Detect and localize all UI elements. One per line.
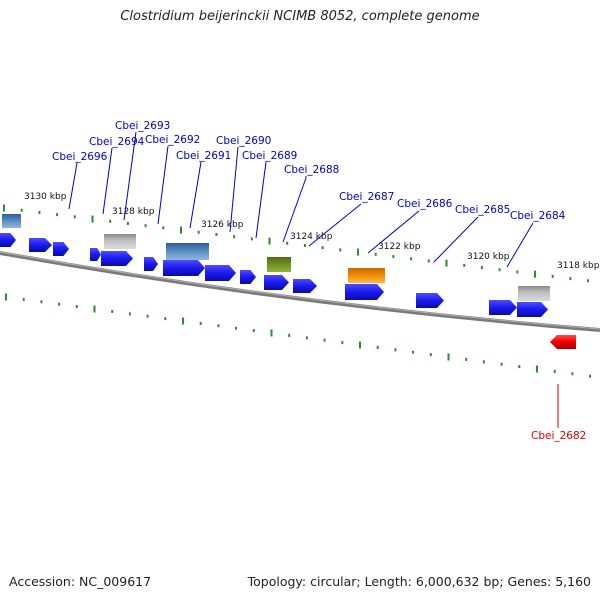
genome-backbone [0, 251, 600, 332]
kbp-label: 3130 kbp [24, 192, 67, 202]
leader-line [308, 203, 362, 247]
rrna-feature [166, 243, 209, 260]
kbp-label: 3128 kbp [112, 207, 155, 217]
leader-line [123, 131, 137, 221]
gene-label-cbei-2688[interactable]: Cbei_2688 [284, 164, 339, 176]
genome-summary-text: Topology: circular; Length: 6,000,632 bp… [247, 574, 591, 589]
gene-label-cbei-2689[interactable]: Cbei_2689 [242, 150, 297, 162]
cds-arrow [144, 257, 158, 271]
cds-arrow [29, 238, 52, 252]
label-leader-lines [68, 131, 559, 428]
kbp-label: 3124 kbp [290, 232, 333, 242]
gene-label-cbei-2696[interactable]: Cbei_2696 [52, 151, 108, 163]
gene-label-cbei-2691[interactable]: Cbei_2691 [176, 150, 231, 162]
cds-arrow [101, 251, 133, 266]
gene-label-cbei-2686[interactable]: Cbei_2686 [397, 198, 453, 210]
gene-label-cbei-2684[interactable]: Cbei_2684 [510, 210, 566, 222]
gene-label-cbei-2692[interactable]: Cbei_2692 [145, 134, 200, 146]
gene-label-cbei-2685[interactable]: Cbei_2685 [455, 204, 510, 216]
leader-line [282, 177, 307, 243]
leader-line [367, 210, 420, 254]
cds-arrow [293, 279, 317, 293]
gene-label-cbei-2687[interactable]: Cbei_2687 [339, 191, 394, 203]
leader-line [189, 161, 202, 229]
trna-feature [267, 257, 291, 272]
kbp-label: 3122 kbp [378, 242, 421, 252]
cds-arrow [517, 302, 548, 317]
map-title: Clostridium beijerinckii NCIMB 8052, com… [120, 9, 480, 24]
gene-label-cbei-2690[interactable]: Cbei_2690 [216, 135, 271, 147]
gene-features [0, 214, 576, 349]
cds-arrow [205, 265, 236, 281]
misc-feature [348, 268, 385, 283]
cds-arrow-reverse [550, 335, 576, 349]
leader-line [102, 147, 113, 215]
cds-arrow [264, 275, 289, 290]
cds-arrow [240, 270, 256, 284]
leader-line [68, 162, 78, 210]
pseudogene-feature [518, 286, 550, 301]
kbp-label: 3126 kbp [201, 220, 244, 230]
leader-line [255, 161, 267, 239]
gene-label-cbei-2694[interactable]: Cbei_2694 [89, 136, 145, 148]
cds-arrow [489, 300, 517, 315]
leader-line [506, 222, 534, 268]
rrna-feature [2, 214, 21, 228]
gene-label-cbei-2693[interactable]: Cbei_2693 [115, 120, 170, 132]
cds-arrow [53, 242, 69, 256]
cds-arrow [90, 248, 101, 261]
tick-marks [3, 204, 592, 378]
leader-line [157, 145, 169, 225]
genome-backbone-highlight [0, 251, 600, 330]
cds-arrow [163, 260, 205, 276]
cds-arrow [416, 293, 444, 308]
leader-line [433, 216, 479, 263]
accession-text: Accession: NC_009617 [9, 574, 152, 589]
cds-arrow [345, 284, 384, 300]
pseudogene-feature [104, 234, 136, 249]
leader-line [229, 146, 239, 233]
gene-label-cbei-2682[interactable]: Cbei_2682 [531, 430, 586, 442]
cds-arrow [0, 233, 16, 247]
kbp-label: 3120 kbp [467, 252, 510, 262]
kbp-label: 3118 kbp [557, 261, 600, 271]
